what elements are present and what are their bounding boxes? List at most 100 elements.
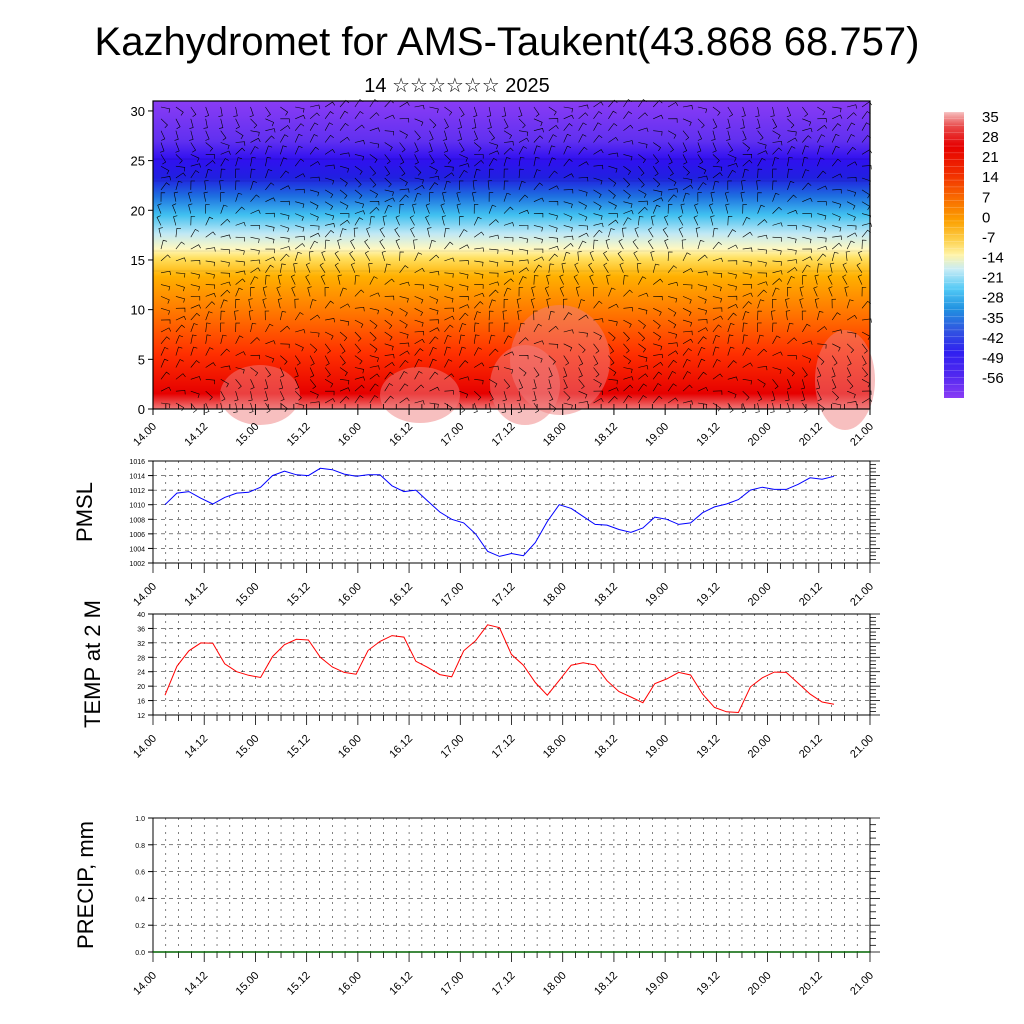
wind-barb (459, 376, 470, 381)
wind-barb (622, 227, 627, 238)
wind-barb (787, 259, 798, 264)
wind-barb (682, 338, 694, 345)
wind-barb (817, 326, 828, 333)
wind-barb (802, 197, 813, 202)
wind-barb (488, 157, 498, 167)
wind-barb (354, 189, 363, 199)
wind-barb (697, 336, 707, 344)
wind-barb (473, 402, 478, 414)
wind-barb (235, 168, 240, 179)
wind-barb (220, 310, 226, 321)
wind-barb (623, 210, 634, 215)
wind-barb (339, 367, 348, 377)
wind-barb (638, 189, 647, 198)
wind-barb (787, 168, 793, 179)
y-tick-label: 10 (131, 303, 145, 318)
wind-barb (265, 367, 272, 378)
wind-barb (503, 270, 514, 275)
wind-barb (339, 355, 346, 366)
wind-barb (770, 391, 776, 402)
wind-barb (428, 142, 433, 153)
wind-barb (293, 262, 298, 273)
wind-barb (653, 361, 664, 368)
wind-barb (846, 379, 854, 390)
wind-barb (548, 124, 559, 131)
wind-barb (399, 118, 410, 123)
y-axis: 0.0 0.2 0.4 0.6 0.8 1.0 (135, 816, 880, 957)
wind-barb (712, 257, 723, 262)
wind-barb (727, 312, 737, 321)
wind-barb (802, 213, 812, 218)
wind-barb (772, 270, 783, 275)
wind-barb (667, 204, 673, 214)
wind-barb (757, 157, 766, 167)
wind-barb (364, 239, 371, 250)
wind-barb (190, 312, 201, 321)
wind-barb (295, 329, 306, 334)
wind-barb (459, 154, 468, 162)
wind-barb (516, 391, 522, 402)
wind-barb (638, 395, 647, 404)
wind-barb (429, 327, 440, 333)
wind-barb (414, 338, 425, 345)
wind-barb (399, 296, 409, 303)
wind-barb (742, 334, 748, 344)
wind-barb (381, 250, 386, 261)
wind-barb (593, 134, 603, 143)
wind-barb (203, 191, 208, 202)
wind-barb (727, 106, 734, 117)
wind-barb (503, 168, 509, 179)
wind-barb (443, 142, 449, 153)
wind-barb (757, 142, 767, 149)
wind-barb (456, 203, 461, 214)
x-tick-label: 19.12 (695, 581, 723, 609)
wind-barb (832, 114, 843, 120)
wind-barb (384, 278, 395, 285)
wind-barb (503, 222, 515, 227)
wind-barb (235, 130, 244, 140)
x-tick-label: 19.00 (643, 733, 671, 761)
wind-barb (742, 347, 751, 356)
wind-barb (280, 325, 291, 333)
wind-barb (578, 189, 588, 197)
wind-barb (369, 276, 378, 285)
wind-barb (827, 274, 833, 285)
wind-barb (608, 213, 618, 218)
wind-barb (817, 245, 828, 251)
wind-barb (265, 340, 276, 345)
wind-barb (350, 262, 356, 273)
wind-barb (294, 123, 305, 131)
y-tick-label: 0 (138, 402, 145, 417)
wind-barb (384, 142, 393, 151)
wind-barb (429, 284, 439, 291)
wind-barb (444, 346, 451, 356)
wind-barb (160, 296, 170, 304)
wind-barb (712, 296, 722, 303)
wind-barb (518, 130, 529, 137)
wind-barb (488, 348, 499, 356)
wind-barb (459, 272, 469, 279)
wind-barb (742, 142, 751, 152)
wind-barb (518, 137, 530, 143)
wind-barb (190, 304, 201, 309)
wind-barb (294, 379, 300, 390)
wind-barb (518, 225, 529, 230)
wind-barb (354, 355, 363, 365)
wind-barb (220, 218, 231, 226)
wind-barb (846, 390, 856, 399)
x-tick-label: 14.00 (131, 421, 159, 449)
wind-barb (578, 331, 588, 338)
wind-barb (578, 232, 589, 238)
wind-barb (742, 322, 748, 333)
warm-core-1 (380, 367, 460, 423)
wind-barb (471, 118, 477, 129)
x-tick-label: 21.00 (848, 970, 876, 998)
wind-barb (473, 322, 480, 333)
wind-barb (175, 257, 186, 262)
wind-barb (503, 335, 512, 344)
wind-barb (831, 355, 838, 366)
wind-barb (578, 314, 589, 321)
x-tick-label: 17.00 (438, 421, 466, 449)
wind-barb (473, 390, 482, 401)
wind-barb (831, 123, 842, 131)
